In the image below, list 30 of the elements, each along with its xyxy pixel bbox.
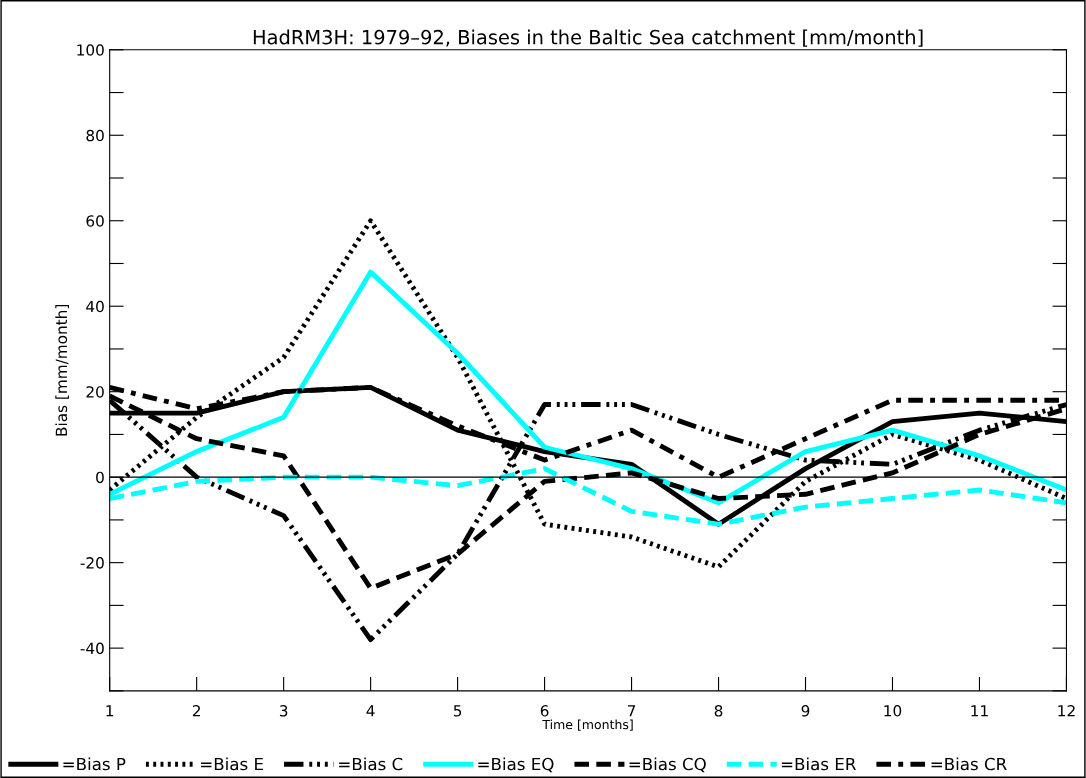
x-tick-label: 8	[714, 705, 723, 717]
legend-label: =Bias EQ	[478, 757, 554, 773]
y-tick-label: 0	[96, 471, 104, 484]
chart-title: HadRM3H: 1979–92, Biases in the Baltic Sea catchment [mm/month]	[253, 29, 923, 47]
x-tick-label: 1	[106, 705, 114, 717]
legend-label: =Bias E	[201, 757, 263, 771]
legend-label: =Bias CR	[931, 757, 1007, 771]
legend-label: =Bias P	[63, 757, 126, 771]
y-tick-label: 20	[86, 386, 104, 398]
x-tick-label: 7	[627, 705, 636, 717]
y-tick-label: 100	[77, 44, 104, 56]
x-tick-label: 9	[801, 705, 810, 717]
y-tick-label: -20	[80, 557, 104, 569]
legend-label: =Bias CQ	[629, 757, 706, 773]
y-axis-title: Bias [mm/month]	[55, 304, 69, 436]
y-tick-label: 80	[86, 129, 104, 142]
legend-label: =Bias C	[339, 757, 403, 771]
x-tick-label: 10	[884, 705, 902, 717]
x-tick-label: 12	[1058, 705, 1075, 717]
x-tick-label: 11	[971, 705, 988, 717]
x-tick-label: 3	[279, 705, 288, 717]
x-axis-title: Time [months]	[542, 719, 633, 731]
x-tick-label: 4	[366, 705, 375, 717]
x-tick-label: 2	[192, 705, 200, 717]
legend-label: =Bias ER	[781, 757, 856, 771]
y-tick-label: -40	[80, 642, 104, 655]
y-tick-label: 40	[86, 300, 104, 313]
x-tick-label: 5	[453, 705, 462, 717]
x-tick-label: 6	[540, 705, 549, 717]
y-tick-label: 60	[86, 215, 104, 227]
